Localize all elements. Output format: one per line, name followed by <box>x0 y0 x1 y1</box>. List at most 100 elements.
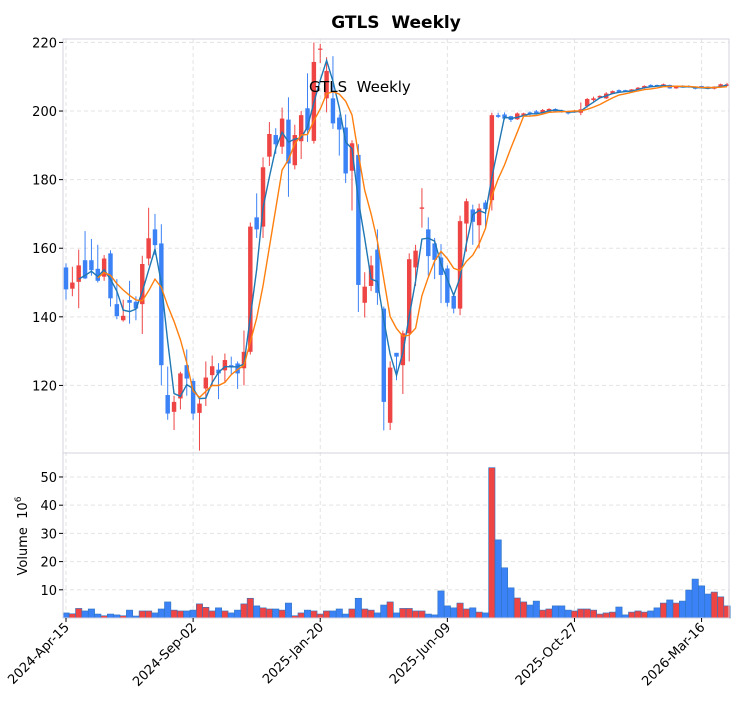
volume-bar <box>418 610 426 619</box>
volume-bar <box>259 607 267 619</box>
candle-down <box>534 111 539 114</box>
candle-up <box>362 286 367 303</box>
candle-up <box>292 135 298 166</box>
volume-axis-label-text: Volume 10 <box>16 502 31 575</box>
candle-down <box>343 127 348 174</box>
volume-bar <box>189 609 197 619</box>
volume-bar <box>698 585 706 619</box>
volume-bar <box>107 613 114 619</box>
volume-bar <box>335 608 343 619</box>
volume-bar <box>253 605 261 619</box>
volume-bar <box>75 608 83 619</box>
volume-bar <box>443 605 451 619</box>
volume-tick-label: 30 <box>40 527 57 542</box>
volume-bar <box>297 612 305 619</box>
candle-up <box>324 70 329 99</box>
candle-down <box>337 117 342 130</box>
candle-down <box>648 84 653 87</box>
volume-bar <box>685 589 693 619</box>
candle-down <box>190 380 196 414</box>
candle-down <box>356 154 361 285</box>
volume-bar <box>526 604 534 619</box>
volume-bar <box>386 601 394 619</box>
volume-bar <box>272 608 280 619</box>
candle-up <box>673 85 679 89</box>
volume-bar <box>380 604 388 619</box>
candle-down <box>381 308 387 402</box>
candle-up <box>140 264 145 305</box>
volume-bar <box>202 606 210 619</box>
volume-bar <box>316 613 324 619</box>
candle-down <box>699 85 704 88</box>
volume-bar <box>329 610 337 619</box>
volume-bar <box>157 608 165 619</box>
candle-down <box>432 243 437 260</box>
volume-bar <box>208 610 216 619</box>
candle-down <box>438 257 444 275</box>
candle-down <box>133 301 139 309</box>
price-tick-label: 160 <box>32 242 57 257</box>
volume-bar <box>640 611 648 619</box>
candle-down <box>254 217 259 230</box>
candle-up <box>591 98 596 101</box>
volume-bar <box>323 610 331 619</box>
volume-bar <box>482 612 489 619</box>
candle-up <box>476 208 482 226</box>
volume-bar <box>354 597 362 619</box>
volume-axis-label-exponent: 6 <box>14 496 24 502</box>
date-tick-label: 2024-Apr-15 <box>5 620 72 687</box>
volume-bar <box>532 600 540 619</box>
candle-down <box>330 98 336 124</box>
volume-bar <box>647 610 655 619</box>
volume-bar <box>583 608 591 619</box>
candle-up <box>387 367 393 423</box>
volume-bar <box>170 609 178 619</box>
volume-bar <box>164 601 172 619</box>
volume-bar <box>284 602 292 619</box>
date-tick-label: 2026-Mar-16 <box>639 620 708 689</box>
candle-down <box>114 304 120 317</box>
volume-bar <box>138 610 146 619</box>
candle-up <box>489 115 495 201</box>
volume-bar <box>176 610 184 619</box>
candle-up <box>406 259 412 334</box>
volume-bar <box>501 567 509 619</box>
volume-bar <box>437 590 445 619</box>
candle-down <box>235 363 240 374</box>
price-tick-label: 180 <box>32 174 57 189</box>
date-tick-label: 2025-Jan-20 <box>260 620 327 687</box>
moving-averages <box>78 58 728 400</box>
volume-bars <box>62 467 731 619</box>
volume-bar <box>81 610 89 619</box>
volume-bar <box>195 603 203 619</box>
volume-bar <box>653 607 661 619</box>
volume-bar <box>310 610 318 619</box>
candle-up <box>101 258 107 277</box>
candle-down <box>229 365 234 367</box>
volume-bar <box>672 602 680 619</box>
candle-up <box>70 282 75 289</box>
volume-bar <box>424 613 432 619</box>
volume-bar <box>710 591 718 619</box>
candle-up <box>171 401 177 412</box>
volume-bar <box>367 609 375 619</box>
volume-bar <box>456 602 464 619</box>
volume-bar <box>361 608 369 619</box>
volume-bar <box>183 610 191 619</box>
volume-bar <box>609 611 617 619</box>
volume-bar <box>577 608 585 619</box>
volume-bar <box>227 612 235 619</box>
volume-bar <box>475 611 483 619</box>
price-tick-label: 200 <box>32 105 57 120</box>
volume-bar <box>634 610 642 619</box>
candle-up <box>419 207 425 209</box>
axes-frames <box>62 38 730 619</box>
volume-bar <box>265 608 273 619</box>
candle-up <box>610 91 615 94</box>
volume-bar <box>545 608 553 619</box>
volume-bar <box>659 602 667 619</box>
volume-tick-label: 40 <box>40 499 57 514</box>
candle-up <box>146 238 151 259</box>
volume-bar <box>246 597 254 619</box>
